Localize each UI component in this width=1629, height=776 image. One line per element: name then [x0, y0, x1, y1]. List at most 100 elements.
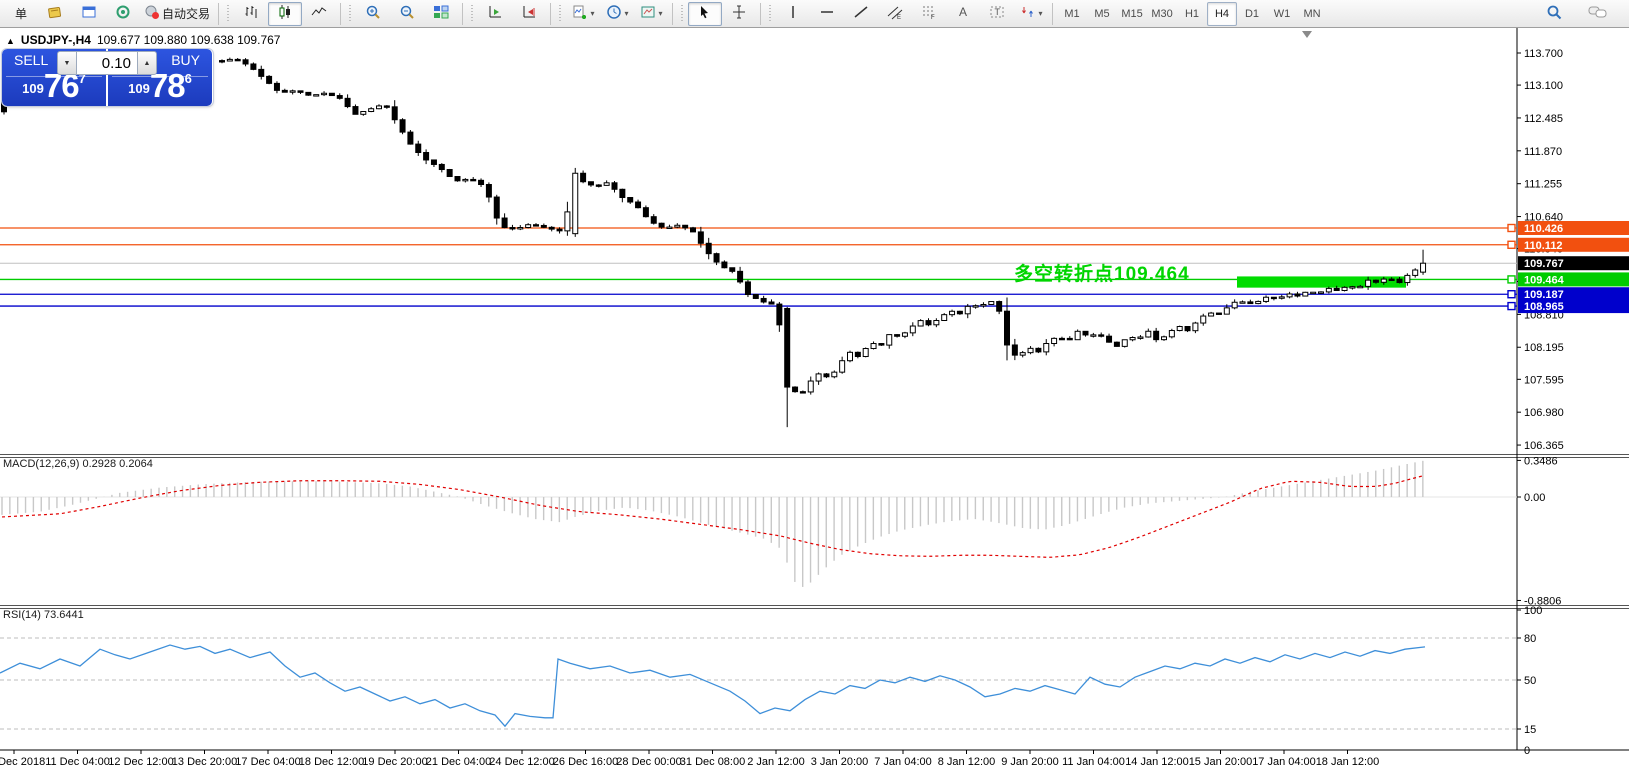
signals-button[interactable]: [106, 2, 140, 26]
arrows-button[interactable]: ▾: [1014, 2, 1048, 26]
green-rectangle-object[interactable]: [1237, 276, 1406, 288]
candlestick: [368, 108, 375, 113]
vertical-line-button[interactable]: [776, 2, 810, 26]
pane-divider[interactable]: [0, 608, 1629, 609]
line-anchor-handle[interactable]: [1507, 290, 1516, 299]
price-axis-label: 106.365: [1524, 440, 1564, 452]
timeframe-m1-button[interactable]: M1: [1064, 7, 1080, 20]
line-anchor-handle[interactable]: [1507, 301, 1516, 311]
pane-divider[interactable]: [0, 605, 1629, 606]
crosshair-button[interactable]: [722, 2, 756, 26]
candlestick: [1310, 291, 1317, 295]
periods-button[interactable]: ▾: [600, 2, 634, 26]
candlestick-chart-button[interactable]: [268, 1, 303, 26]
candlestick: [548, 226, 555, 230]
candlestick: [580, 172, 587, 183]
chat-button[interactable]: [1581, 2, 1615, 26]
line-chart-button[interactable]: [302, 2, 336, 26]
pane-divider[interactable]: [0, 454, 1629, 455]
annotation-text-object[interactable]: 多空转折点109.464: [1014, 264, 1190, 285]
candlestick: [752, 294, 759, 299]
time-axis-label: 9 Jan 20:00: [1001, 756, 1059, 768]
chart-shift-icon: [487, 4, 503, 23]
time-axis-label: 17 Dec 04:00: [235, 756, 300, 768]
fibonacci-button[interactable]: F: [912, 2, 946, 26]
timeframe-h4-button[interactable]: H4: [1207, 1, 1238, 26]
candlestick: [1074, 330, 1081, 341]
toolbar-drag-handle[interactable]: [558, 4, 564, 23]
volume-increase-button[interactable]: ▲: [137, 51, 157, 75]
candlestick: [391, 106, 398, 121]
volume-input[interactable]: 0.10: [77, 51, 137, 75]
timeframe-m30-button[interactable]: M30: [1151, 7, 1173, 20]
zoom-in-button[interactable]: [356, 2, 390, 26]
toolbar-drag-handle[interactable]: [226, 4, 232, 23]
timeframe-m5-button[interactable]: M5: [1094, 7, 1110, 20]
trendline-button[interactable]: [844, 2, 878, 26]
tile-windows-button[interactable]: [424, 2, 458, 26]
toolbar-right: [1537, 2, 1625, 26]
candlestick: [988, 301, 995, 305]
candlestick: [533, 224, 539, 227]
time-axis-label: 8 Jan 12:00: [938, 756, 996, 768]
hline-price-label: [1518, 237, 1629, 252]
candlestick: [784, 307, 791, 388]
svg-text:E: E: [897, 15, 901, 20]
new-order-button[interactable]: 单: [4, 2, 38, 26]
timeframe-mn-button[interactable]: MN: [1303, 7, 1321, 20]
chevron-down-icon: ▾: [1038, 9, 1043, 18]
chart-canvas: 113.700 113.100 112.485 111.870 111.255 110.6…: [0, 28, 1629, 776]
candlestick: [438, 163, 445, 171]
candlestick: [226, 58, 233, 62]
candlestick: [1404, 274, 1411, 284]
candlestick: [1098, 334, 1105, 337]
candlestick: [729, 267, 736, 272]
zoom-out-button[interactable]: [390, 2, 424, 26]
history-center-button[interactable]: [38, 2, 72, 26]
line-anchor-handle[interactable]: [1507, 275, 1516, 284]
toolbar-separator: [760, 2, 762, 25]
timeframe-m15-button[interactable]: M15: [1121, 7, 1143, 20]
text-button[interactable]: A: [946, 2, 980, 26]
equidistant-channel-button[interactable]: E: [878, 2, 912, 26]
toolbar-drag-handle[interactable]: [470, 4, 476, 23]
rsi-axis-label: 50: [1524, 675, 1536, 687]
candlestick: [250, 63, 257, 70]
bar-chart-button[interactable]: [234, 2, 268, 26]
new-chart-button[interactable]: [72, 2, 106, 26]
toolbar-drag-handle[interactable]: [680, 4, 686, 23]
auto-scroll-button[interactable]: [512, 2, 546, 26]
search-button[interactable]: [1537, 2, 1571, 26]
candlestick: [485, 184, 492, 198]
candlestick: [682, 224, 689, 229]
timeframe-d1-button[interactable]: D1: [1244, 7, 1260, 20]
bid-price-label-text: 109.767: [1524, 258, 1564, 270]
chart-shift-button[interactable]: [478, 2, 512, 26]
candlestick: [1302, 291, 1309, 297]
timeframe-h1-button[interactable]: H1: [1184, 7, 1200, 20]
line-anchor-handle[interactable]: [1507, 240, 1516, 249]
cursor-button[interactable]: [688, 1, 723, 26]
toolbar-separator: [340, 2, 342, 25]
volume-decrease-button[interactable]: ▼: [57, 51, 77, 75]
collapse-panel-icon[interactable]: ▲: [6, 36, 15, 46]
macd-axis-label: 0.00: [1524, 492, 1545, 504]
templates-button[interactable]: ▾: [634, 2, 668, 26]
line-anchor-handle[interactable]: [1507, 223, 1516, 233]
toolbar-drag-handle[interactable]: [348, 4, 354, 23]
chevron-down-icon: ▾: [624, 9, 629, 18]
candlestick: [258, 68, 265, 77]
time-axis-label: 18 Dec 12:00: [299, 756, 364, 768]
horizontal-line-button[interactable]: [810, 2, 844, 26]
candlestick: [289, 90, 296, 93]
candlestick: [1035, 347, 1042, 353]
toolbar-drag-handle[interactable]: [768, 4, 774, 23]
indicators-button[interactable]: ▾: [566, 2, 600, 26]
chart-shift-marker[interactable]: [1302, 31, 1312, 38]
pane-divider[interactable]: [0, 457, 1629, 458]
timeframe-w1-button[interactable]: W1: [1273, 7, 1291, 20]
text-label-button[interactable]: T: [980, 2, 1014, 26]
price-axis-label: 108.195: [1524, 342, 1564, 354]
candlestick: [917, 320, 924, 327]
autotrading-button[interactable]: 自动交易: [140, 2, 214, 26]
